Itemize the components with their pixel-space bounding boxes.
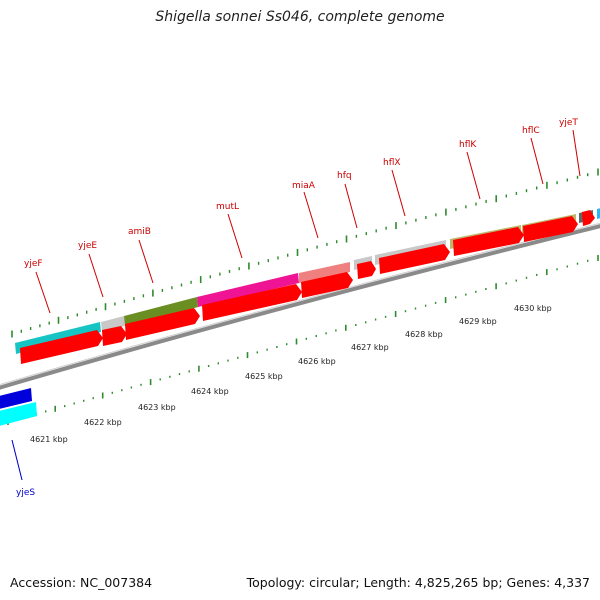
gene-label-yjeE[interactable]: yjeE bbox=[78, 241, 97, 251]
gene-label-mutL[interactable]: mutL bbox=[216, 202, 239, 212]
yjeS-feature-cyan[interactable] bbox=[0, 402, 37, 427]
yjeE-leader bbox=[88, 253, 104, 298]
scale-label: 4629 kbp bbox=[459, 317, 497, 326]
hflX-leader bbox=[391, 169, 406, 217]
genome-backbone bbox=[0, 224, 600, 390]
scale-label: 4622 kbp bbox=[84, 418, 122, 427]
yjeS-leader bbox=[11, 439, 23, 481]
scale-label: 4624 kbp bbox=[191, 387, 229, 396]
yjeS-feature-blue[interactable] bbox=[0, 388, 32, 410]
gene-label-hfq[interactable]: hfq bbox=[337, 171, 352, 181]
yjeT-leader bbox=[572, 129, 581, 177]
mutL-feature[interactable] bbox=[197, 273, 299, 307]
yjeE-feature[interactable] bbox=[101, 316, 125, 332]
hflC-cds-arrow[interactable] bbox=[523, 216, 578, 242]
cds-track bbox=[20, 210, 595, 364]
gene-label-hflC[interactable]: hflC bbox=[522, 126, 540, 136]
accession-text: Accession: NC_007384 bbox=[10, 575, 153, 590]
miaA-cds-arrow[interactable] bbox=[301, 272, 353, 298]
scale-labels: 4621 kbp 4622 kbp 4623 kbp 4624 kbp 4625… bbox=[30, 304, 552, 444]
scale-label: 4623 kbp bbox=[138, 403, 176, 412]
miaA-feature[interactable] bbox=[299, 262, 350, 283]
gene-label-yjeS[interactable]: yjeS bbox=[16, 488, 35, 498]
mutL-leader bbox=[227, 213, 243, 259]
miaA-leader bbox=[303, 191, 319, 239]
hflK-cds-arrow[interactable] bbox=[453, 227, 524, 256]
edge-feature[interactable] bbox=[597, 207, 600, 219]
scale-label: 4626 kbp bbox=[298, 357, 336, 366]
gene-label-yjeF[interactable]: yjeF bbox=[24, 259, 43, 269]
genome-backbone-highlight bbox=[0, 222, 600, 386]
yjeF-leader bbox=[35, 271, 51, 314]
hfq-cds-arrow[interactable] bbox=[357, 261, 376, 279]
scale-label: 4627 kbp bbox=[351, 343, 389, 352]
yjeF-cds-arrow[interactable] bbox=[20, 330, 103, 364]
yjeE-cds-arrow[interactable] bbox=[102, 326, 127, 346]
amiB-cds-arrow[interactable] bbox=[125, 308, 200, 340]
scale-label: 4625 kbp bbox=[245, 372, 283, 381]
scale-label: 4628 kbp bbox=[405, 330, 443, 339]
gene-label-yjeT[interactable]: yjeT bbox=[559, 118, 578, 128]
hfq-leader bbox=[344, 183, 358, 229]
genome-summary-text: Topology: circular; Length: 4,825,265 bp… bbox=[246, 575, 590, 590]
gene-label-miaA[interactable]: miaA bbox=[292, 181, 316, 191]
mutL-cds-arrow[interactable] bbox=[202, 284, 302, 321]
gene-labels: yjeS yjeF yjeE amiB mutL miaA hfq hflX h… bbox=[16, 118, 578, 498]
yjeT-cds-arrow[interactable] bbox=[582, 210, 595, 226]
hflX-cds-arrow[interactable] bbox=[379, 244, 450, 274]
inner-tick-ring bbox=[7, 255, 599, 425]
scale-label: 4621 kbp bbox=[30, 435, 68, 444]
map-title: Shigella sonnei Ss046, complete genome bbox=[155, 9, 445, 25]
outer-tick-ring bbox=[11, 168, 599, 338]
hflK-leader bbox=[466, 151, 481, 200]
amiB-feature[interactable] bbox=[124, 297, 198, 326]
hflC-leader bbox=[530, 137, 544, 185]
gene-label-amiB[interactable]: amiB bbox=[128, 227, 151, 237]
amiB-leader bbox=[138, 239, 154, 284]
gene-label-hflK[interactable]: hflK bbox=[459, 140, 477, 150]
gene-label-hflX[interactable]: hflX bbox=[383, 158, 401, 168]
gene-leader-lines bbox=[11, 129, 581, 481]
scale-label: 4630 kbp bbox=[514, 304, 552, 313]
